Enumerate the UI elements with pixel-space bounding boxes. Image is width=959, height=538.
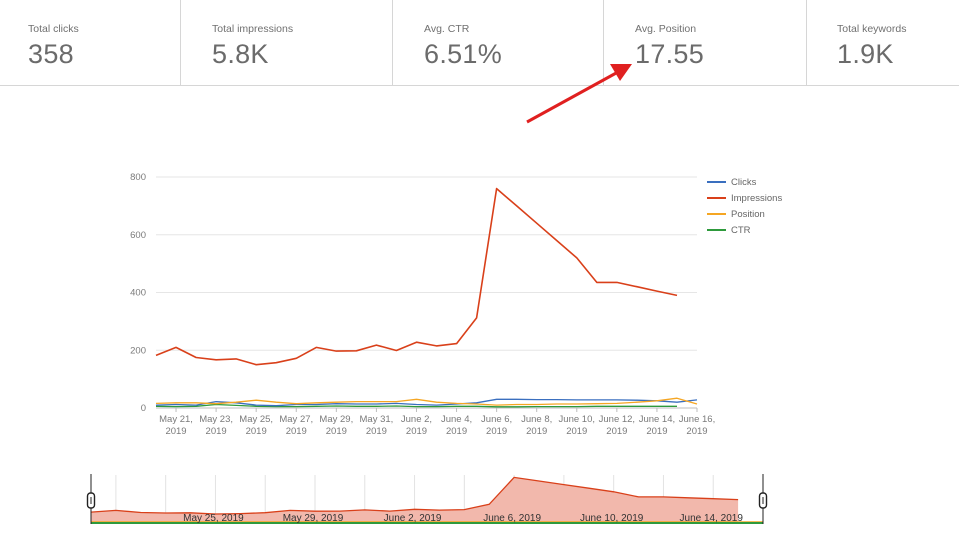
x-tick-label: June 6, — [481, 414, 512, 425]
x-tick-label: June 8, — [521, 414, 552, 425]
legend-label: CTR — [731, 225, 751, 236]
stat-value: 358 — [28, 39, 74, 69]
x-tick-label: 2019 — [326, 426, 347, 437]
series-line-position — [155, 397, 698, 406]
stat-value: 6.51% — [424, 39, 503, 69]
stat-label: Total clicks — [28, 23, 79, 35]
x-tick-label: 2019 — [646, 426, 667, 437]
x-tick-label: May 29, — [319, 414, 353, 425]
navigator-line — [90, 476, 739, 515]
y-tick-label: 600 — [130, 230, 146, 241]
y-tick-label: 800 — [130, 172, 146, 183]
legend-label: Clicks — [731, 177, 757, 188]
x-tick-label: May 31, — [360, 414, 394, 425]
stat-avg-position: Avg. Position 17.55 — [604, 0, 807, 85]
x-tick-label: 2019 — [566, 426, 587, 437]
x-tick-label: 2019 — [686, 426, 707, 437]
legend-label: Position — [731, 209, 765, 220]
y-tick-label: 400 — [130, 288, 146, 299]
navigator-tick-label: June 14, 2019 — [680, 513, 744, 524]
stat-total-impressions: Total impressions 5.8K — [181, 0, 393, 85]
navigator-tick-label: June 2, 2019 — [384, 513, 442, 524]
navigator-tick-label: May 25, 2019 — [183, 513, 244, 524]
x-tick-label: 2019 — [246, 426, 267, 437]
navigator-tick-label: May 29, 2019 — [283, 513, 344, 524]
x-tick-label: June 4, — [441, 414, 472, 425]
y-tick-label: 200 — [130, 345, 146, 356]
x-tick-label: 2019 — [206, 426, 227, 437]
stat-label: Total keywords — [837, 23, 907, 35]
x-tick-label: June 14, — [639, 414, 675, 425]
stat-value: 1.9K — [837, 39, 894, 69]
stat-total-clicks: Total clicks 358 — [0, 0, 181, 85]
stat-label: Avg. Position — [635, 23, 697, 35]
navigator-tick-label: June 6, 2019 — [483, 513, 541, 524]
x-tick-label: May 27, — [279, 414, 313, 425]
series-line-clicks — [155, 398, 698, 407]
x-tick-label: 2019 — [526, 426, 547, 437]
stat-label: Avg. CTR — [424, 23, 470, 35]
stats-bar: Total clicks 358 Total impressions 5.8K … — [0, 0, 959, 86]
series-line-impressions — [155, 187, 678, 366]
x-tick-label: 2019 — [366, 426, 387, 437]
x-tick-label: 2019 — [165, 426, 186, 437]
stat-value: 5.8K — [212, 39, 269, 69]
stat-value: 17.55 — [635, 39, 705, 69]
x-tick-label: May 25, — [239, 414, 273, 425]
stat-total-keywords: Total keywords 1.9K — [807, 0, 959, 85]
stat-label: Total impressions — [212, 23, 294, 35]
series-line-ctr — [155, 403, 677, 408]
x-tick-label: May 23, — [199, 414, 233, 425]
navigator-area — [91, 477, 739, 523]
x-tick-label: 2019 — [406, 426, 427, 437]
x-tick-label: 2019 — [606, 426, 627, 437]
x-tick-label: 2019 — [286, 426, 307, 437]
x-tick-label: 2019 — [446, 426, 467, 437]
x-tick-label: June 12, — [599, 414, 635, 425]
x-tick-label: 2019 — [486, 426, 507, 437]
x-tick-label: June 2, — [401, 414, 432, 425]
navigator-tick-label: June 10, 2019 — [580, 513, 644, 524]
y-tick-label: 0 — [141, 403, 146, 414]
stat-avg-ctr: Avg. CTR 6.51% — [393, 0, 604, 85]
x-tick-label: May 21, — [159, 414, 193, 425]
legend-label: Impressions — [731, 193, 782, 204]
x-tick-label: June 16, — [679, 414, 715, 425]
x-tick-label: June 10, — [559, 414, 595, 425]
